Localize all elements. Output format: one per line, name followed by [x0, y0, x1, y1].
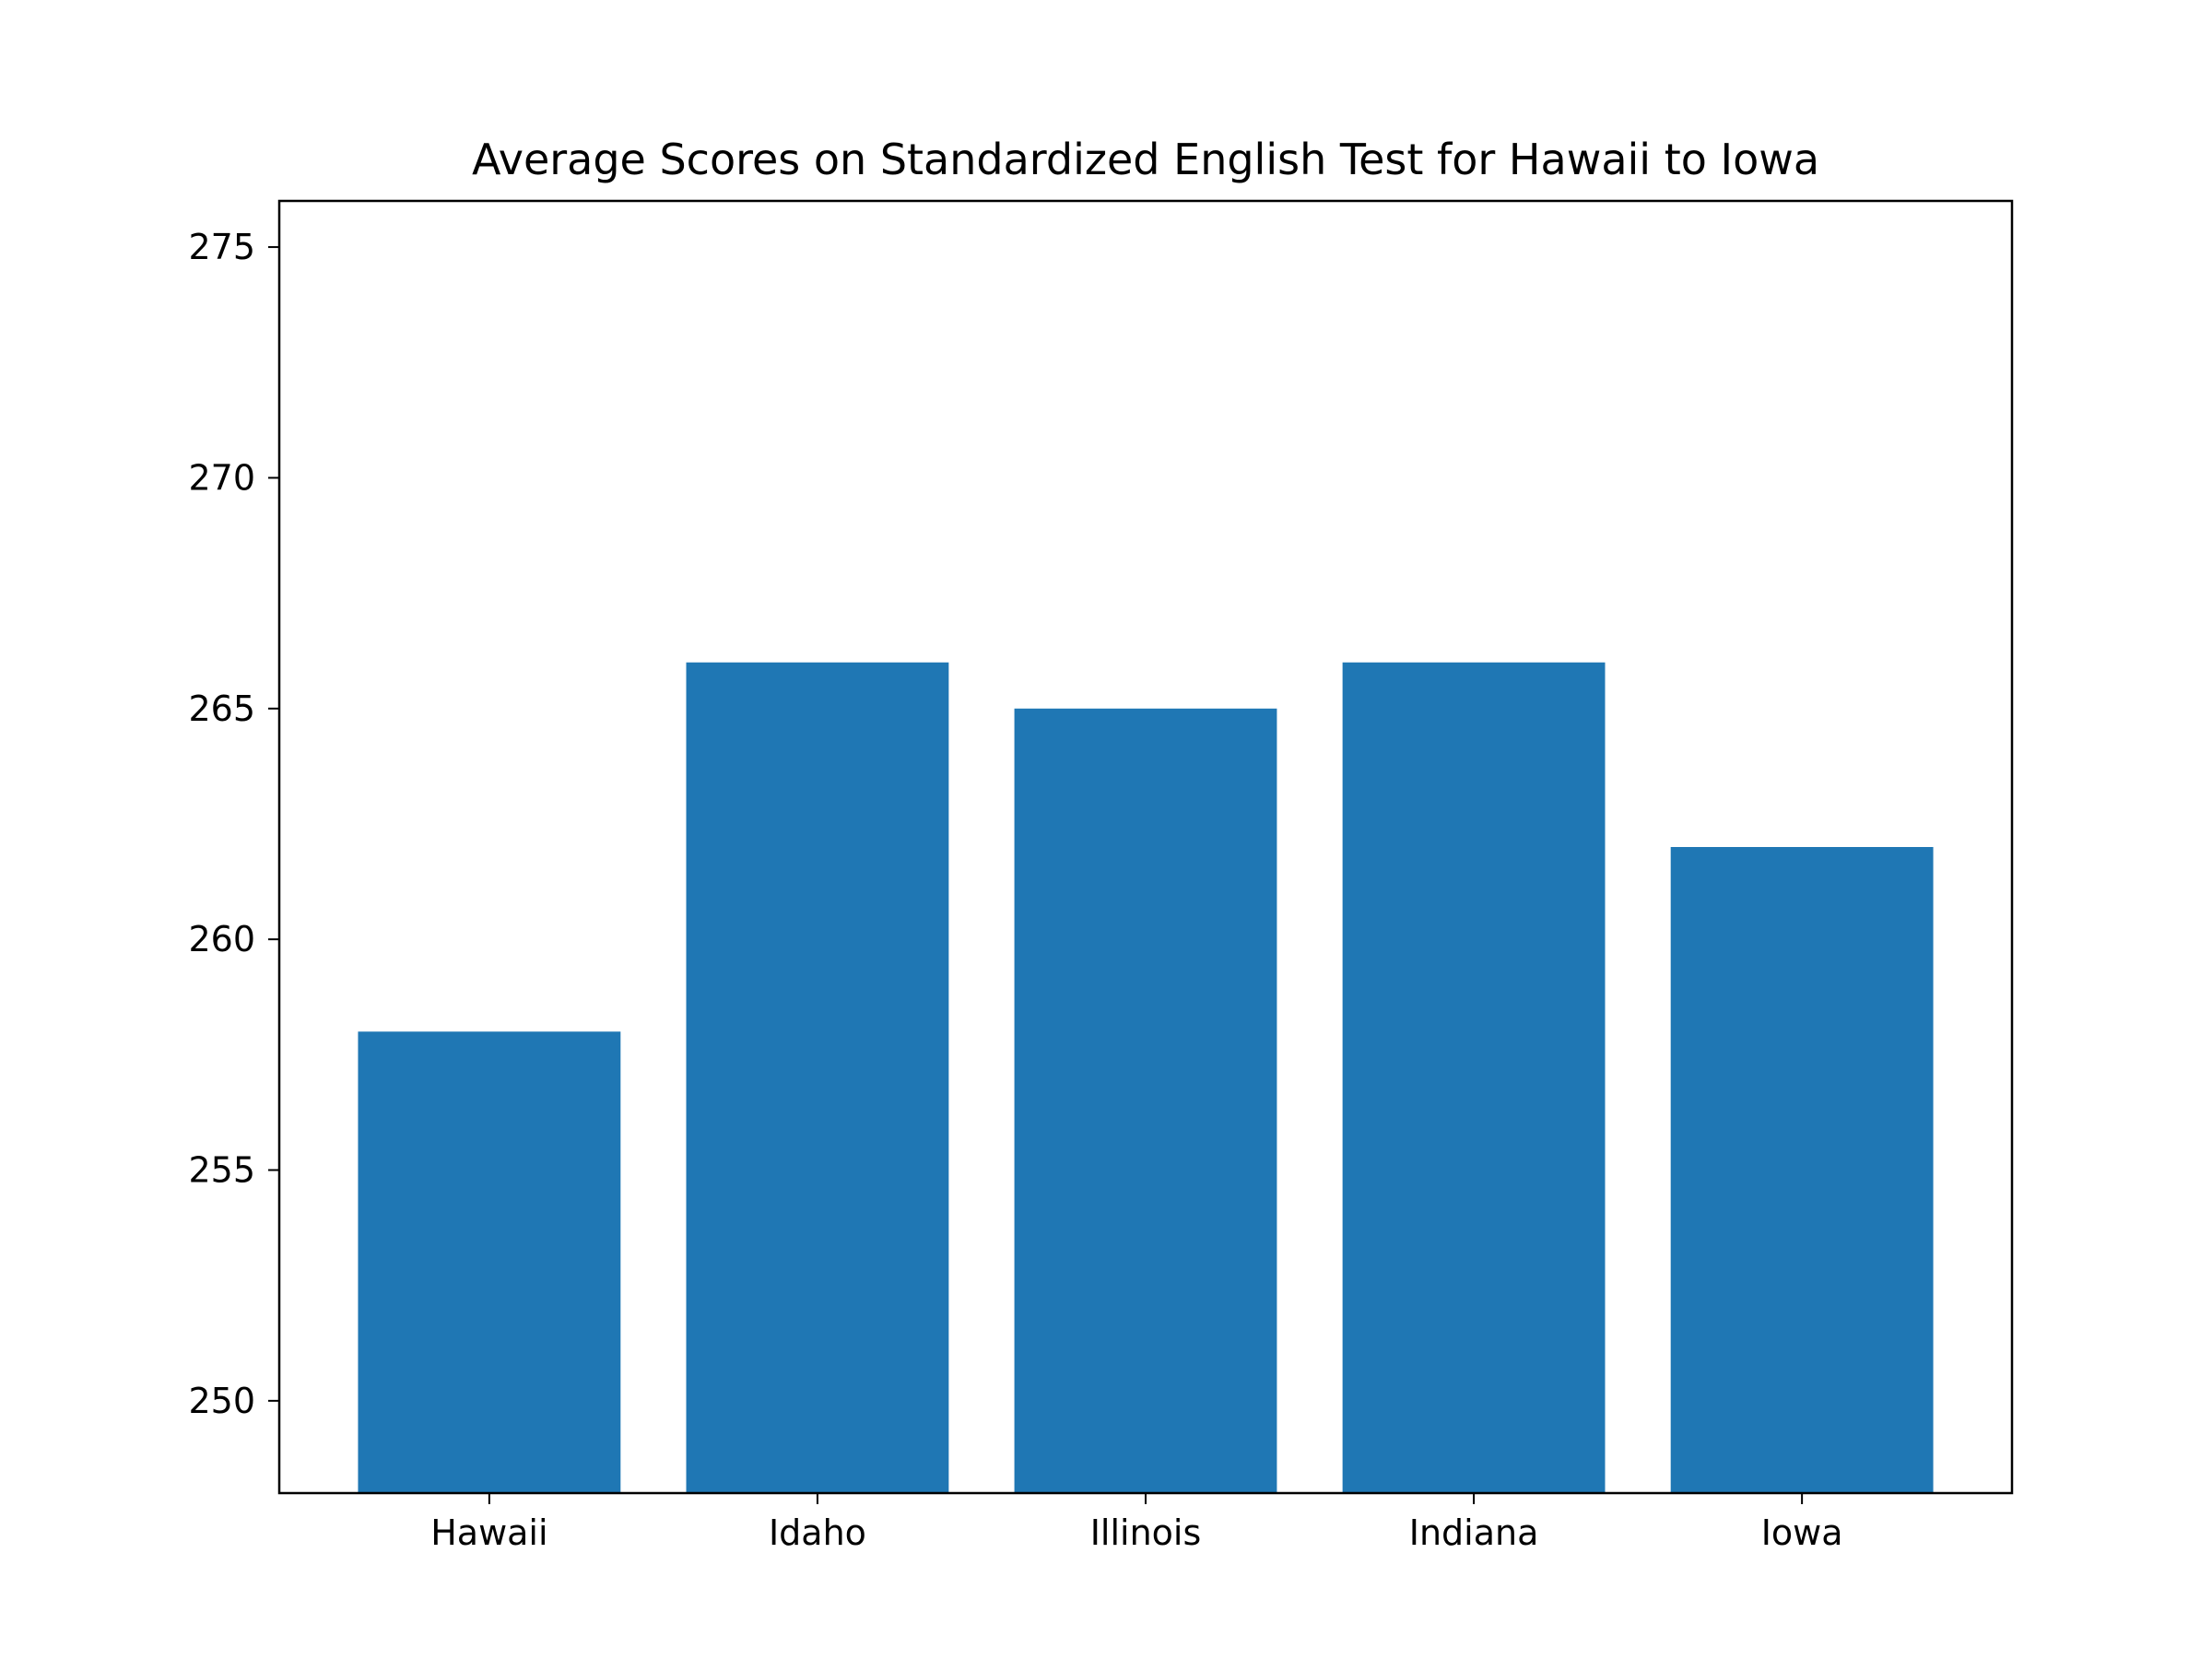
x-tick-label-idaho: Idaho [769, 1512, 866, 1553]
y-tick-label-260: 260 [188, 919, 255, 959]
x-tick-label-hawaii: Hawaii [430, 1512, 547, 1553]
bar-idaho [686, 662, 949, 1493]
y-tick-label-270: 270 [188, 457, 255, 498]
bars-layer [358, 662, 1934, 1493]
plot-frame [277, 199, 2014, 1495]
x-axis: Hawaii Idaho Illinois Indiana Iowa [430, 1493, 1843, 1553]
x-tick-label-indiana: Indiana [1409, 1512, 1539, 1553]
bar-hawaii [358, 1031, 621, 1493]
y-tick-label-255: 255 [188, 1150, 255, 1191]
bar-indiana [1342, 662, 1606, 1493]
bar-illinois [1014, 708, 1277, 1493]
y-tick-label-275: 275 [188, 227, 255, 267]
chart-title: Average Scores on Standardized English T… [472, 135, 1819, 184]
x-tick-label-illinois: Illinois [1090, 1512, 1202, 1553]
y-axis: 250 255 260 265 270 275 [188, 227, 279, 1421]
x-tick-label-iowa: Iowa [1761, 1512, 1843, 1553]
y-tick-label-250: 250 [188, 1381, 255, 1421]
y-tick-label-265: 265 [188, 688, 255, 729]
bar-iowa [1670, 847, 1934, 1493]
